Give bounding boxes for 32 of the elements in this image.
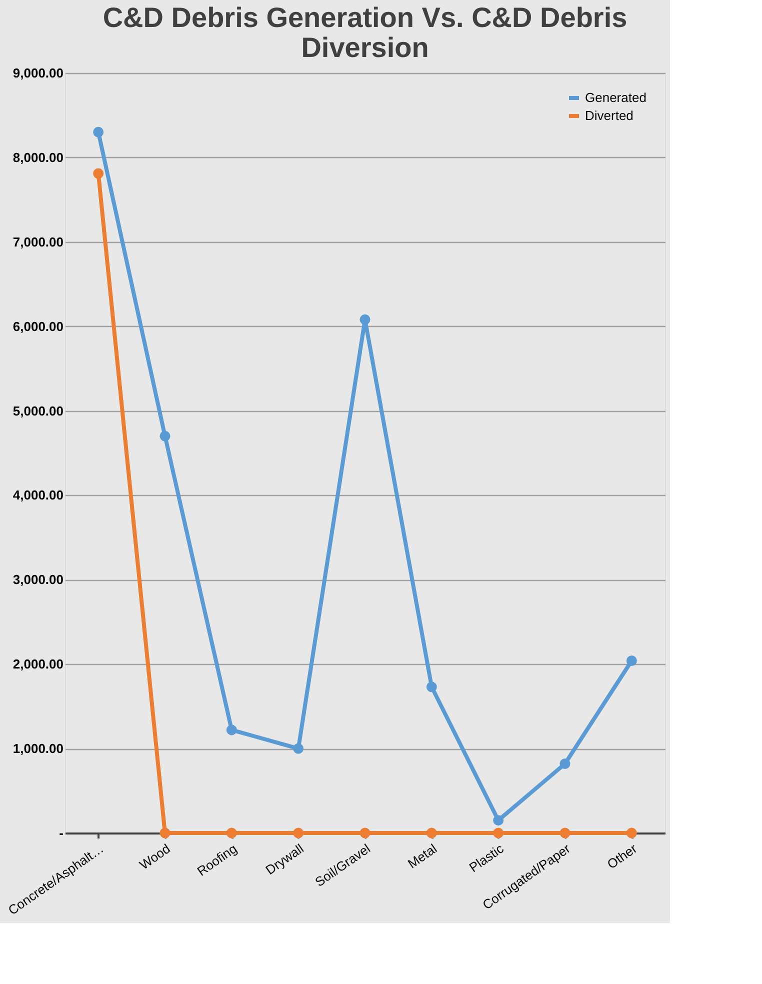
- text: C&D Debris Generation Vs. C&D Debris: [102, 2, 628, 33]
- y-tick-label: 9,000.00: [12, 66, 64, 80]
- point: [160, 430, 170, 442]
- point: [226, 724, 237, 736]
- point: [93, 126, 104, 138]
- text: Diversion: [301, 32, 429, 63]
- y-tick-label: 5,000.00: [12, 403, 64, 418]
- y-tick-label: 7,000.00: [12, 234, 64, 250]
- legend-label: Diverted: [585, 108, 634, 123]
- point: [493, 815, 504, 826]
- point: [426, 682, 437, 692]
- point: [360, 828, 370, 838]
- legend-label: Generated: [585, 90, 646, 105]
- point: [226, 828, 237, 838]
- point: [560, 828, 570, 838]
- y-tick-label: 4,000.00: [12, 488, 64, 503]
- point: [626, 656, 637, 666]
- y-tick-label: -: [59, 826, 64, 840]
- point: [360, 314, 370, 325]
- point: [160, 828, 170, 838]
- y-tick-label: 2,000.00: [12, 656, 64, 672]
- point: [93, 168, 104, 179]
- point: [626, 828, 637, 838]
- y-tick-label: 8,000.00: [12, 150, 64, 165]
- point: [293, 743, 304, 754]
- point: [293, 828, 304, 838]
- y-tick-label: 1,000.00: [12, 741, 64, 756]
- point: [560, 758, 570, 769]
- y-tick-label: 6,000.00: [12, 318, 64, 334]
- point: [493, 828, 504, 838]
- point: [426, 828, 437, 838]
- y-tick-label: 3,000.00: [12, 572, 64, 588]
